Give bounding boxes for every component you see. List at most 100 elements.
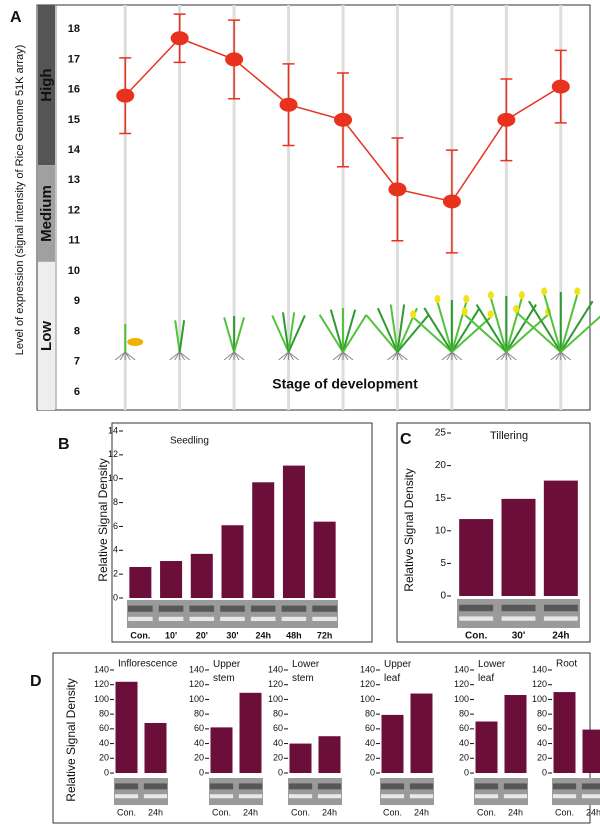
leaf: [318, 314, 344, 353]
bar: [289, 743, 312, 773]
gel-image: [209, 778, 263, 805]
plant-icon: [271, 312, 306, 361]
root: [332, 351, 344, 361]
root: [500, 351, 507, 361]
y-tick-label: 60: [99, 723, 109, 733]
y-tick-label: 8: [113, 497, 118, 507]
bar: [190, 553, 213, 598]
y-tick-label: 80: [459, 709, 469, 719]
gel-image: [474, 778, 528, 805]
root: [179, 351, 186, 361]
y-tick-label: 40: [194, 738, 204, 748]
bar: [160, 561, 183, 598]
y-tick-label: 8: [74, 325, 80, 337]
root: [441, 351, 453, 361]
gel-band: [409, 783, 434, 790]
leaf: [389, 304, 399, 353]
chart-title: Upper stem: [213, 659, 241, 684]
root: [174, 351, 181, 361]
gel-image: [552, 778, 600, 805]
bar: [210, 727, 233, 773]
y-tick-label: 20: [99, 753, 109, 763]
y-tick-label: 0: [199, 767, 204, 777]
x-axis-label: Stage of development: [272, 376, 418, 392]
root: [169, 351, 180, 361]
leaf: [271, 315, 290, 353]
panel-letter: B: [58, 436, 70, 453]
bar: [129, 566, 152, 598]
x-tick-label: 24h: [414, 807, 429, 817]
panel-b-frame: [111, 422, 373, 643]
y-tick-label: 12: [108, 449, 118, 459]
y-tick-label: 20: [194, 753, 204, 763]
level-band: [38, 261, 55, 410]
x-tick-label: 30': [512, 631, 526, 642]
root: [179, 351, 190, 361]
gel-band: [503, 794, 528, 799]
level-band: [38, 5, 55, 166]
panicle: [434, 295, 441, 304]
level-label: Medium: [38, 185, 55, 242]
leaf: [451, 316, 492, 353]
panicle: [574, 287, 581, 296]
leaf: [178, 320, 186, 353]
level-band: [38, 165, 55, 262]
x-tick-label: 20': [196, 630, 208, 640]
bar: [504, 695, 527, 773]
leaf: [543, 294, 562, 353]
chart-title: Inflorescence: [118, 659, 178, 670]
x-tick-label: 24h: [322, 807, 337, 817]
y-tick-label: 0: [542, 767, 547, 777]
leaf: [174, 320, 181, 353]
plant-icon: [223, 316, 246, 361]
y-tick-label: 11: [68, 235, 80, 247]
root: [446, 351, 453, 361]
leaf: [342, 309, 357, 353]
y-tick-label: 80: [273, 709, 283, 719]
gel-band: [312, 605, 337, 612]
gel-image: [288, 778, 342, 805]
chart-title: Upper leaf: [384, 659, 412, 684]
y-tick-label: 40: [273, 738, 283, 748]
x-tick-label: 48h: [286, 630, 302, 640]
y-tick-label: 120: [454, 679, 469, 689]
panicle: [463, 295, 470, 304]
y-tick-label: 6: [74, 386, 80, 398]
gel-band: [114, 783, 139, 790]
leaf: [281, 312, 290, 353]
y-tick-label: 0: [278, 767, 283, 777]
root: [550, 351, 562, 361]
title-line: Lower: [292, 659, 320, 670]
leaf: [342, 314, 368, 353]
y-tick-label: 120: [268, 679, 283, 689]
leaf: [287, 315, 306, 353]
chart-title: Tillering: [490, 430, 528, 442]
y-tick-label: 100: [268, 694, 283, 704]
x-tick-label: Con.: [465, 631, 487, 642]
gel-band: [250, 616, 276, 621]
y-tick-label: 140: [532, 664, 547, 674]
leaf: [233, 317, 246, 353]
root: [506, 351, 517, 361]
title-line: Lower: [478, 659, 506, 670]
y-tick-label: 14: [108, 425, 118, 435]
x-tick-label: Con.: [117, 807, 136, 817]
x-tick-label: Con.: [212, 807, 231, 817]
x-tick-label: 24h: [148, 807, 163, 817]
gel-band: [501, 616, 536, 621]
x-tick-label: Con.: [383, 807, 402, 817]
gel-band: [209, 783, 234, 790]
bar: [501, 498, 536, 596]
gel-band: [158, 616, 184, 621]
root: [387, 351, 398, 361]
gel-band: [581, 783, 600, 790]
chart-title: Root: [556, 659, 577, 670]
x-tick-label: 24h: [586, 807, 600, 817]
bar: [553, 692, 576, 773]
y-tick-label: 2: [113, 569, 118, 579]
leaf: [423, 307, 453, 353]
title-line: Upper: [213, 659, 241, 670]
root: [451, 351, 463, 361]
y-tick-label: 120: [94, 679, 109, 689]
gel-band: [317, 783, 342, 790]
